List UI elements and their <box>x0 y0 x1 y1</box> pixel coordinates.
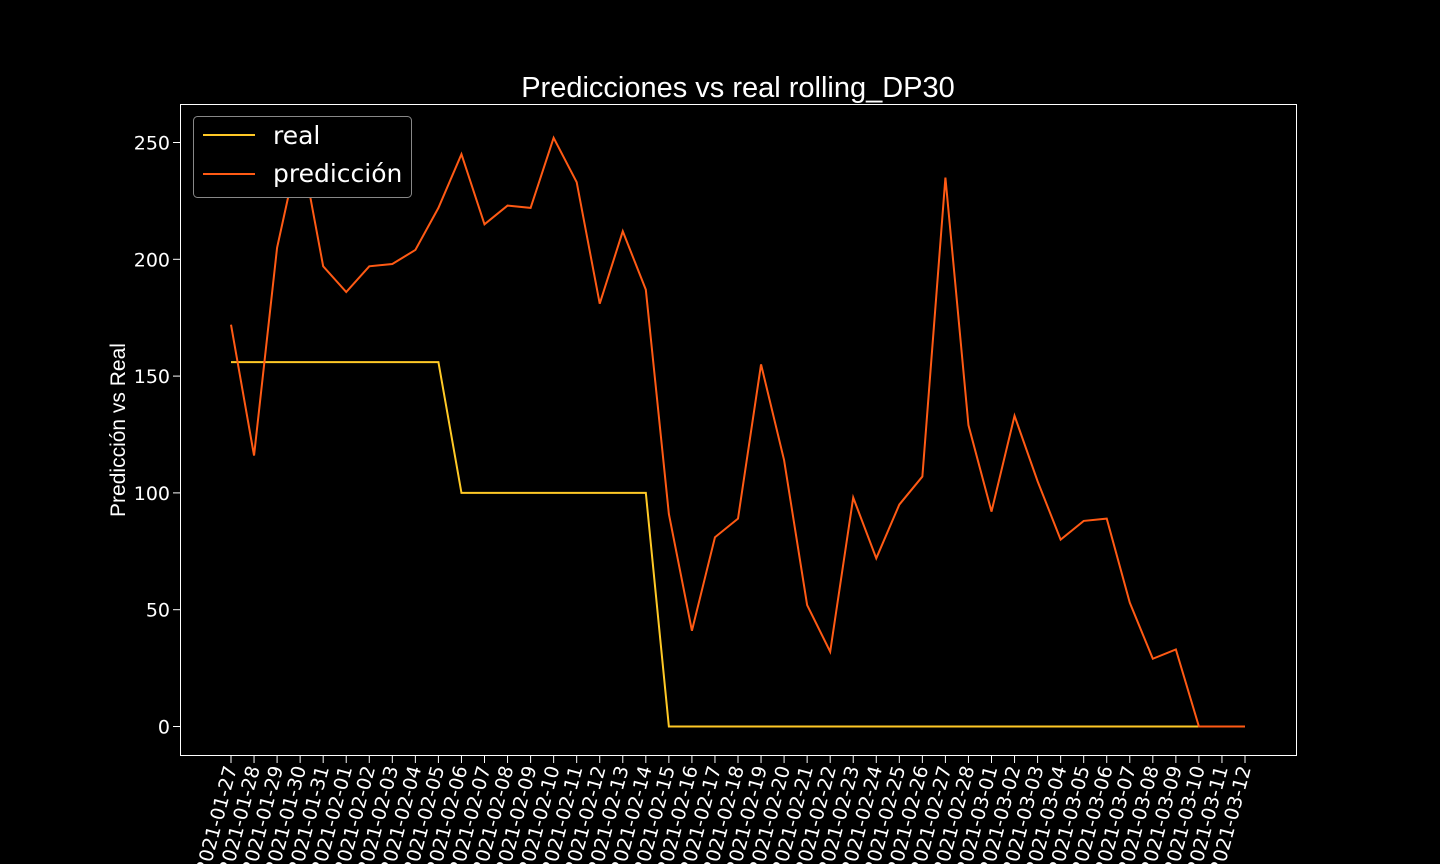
series-line-prediccion <box>230 135 1245 728</box>
series-layer <box>230 135 1245 728</box>
y-axis-ticks: 0 50 100 150 200 250 <box>134 133 180 739</box>
legend-box <box>193 116 412 198</box>
y-tick-label: 250 <box>134 133 170 155</box>
plot-frame <box>180 104 1297 756</box>
legend: real predicción <box>193 116 412 198</box>
series-line-real <box>231 361 1245 728</box>
y-tick-label: 100 <box>134 483 170 505</box>
legend-label-prediccion: predicción <box>273 159 402 188</box>
y-tick-label: 200 <box>134 249 170 271</box>
y-tick-label: 150 <box>134 366 170 388</box>
y-tick-label: 50 <box>146 600 170 622</box>
legend-label-real: real <box>273 121 320 150</box>
x-axis-ticks: 2021-01-272021-01-282021-01-292021-01-30… <box>192 756 1256 864</box>
y-tick-label: 0 <box>158 717 170 739</box>
chart-title: Predicciones vs real rolling_DP30 <box>521 72 955 104</box>
y-axis-label: Predicción vs Real <box>107 343 130 517</box>
